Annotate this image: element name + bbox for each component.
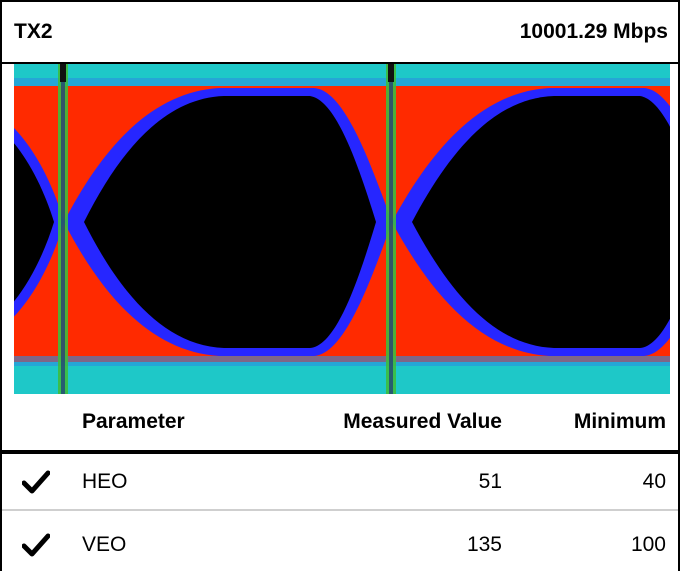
data-rate: 10001.29 Mbps xyxy=(519,20,668,43)
eye-opening-middle xyxy=(84,96,376,348)
eye-bottom-edge-band xyxy=(14,356,670,366)
crossing-mark-top-left xyxy=(60,64,66,82)
measured-value: 135 xyxy=(466,532,502,556)
table-header: Parameter Measured Value Minimum xyxy=(2,394,678,454)
channel-label: TX2 xyxy=(14,20,53,43)
crossing-mark-top-right xyxy=(388,64,394,82)
eye-opening-right xyxy=(412,96,670,348)
checkmark-icon xyxy=(22,454,62,509)
minimum-value: 40 xyxy=(642,469,666,493)
eye-diagram xyxy=(14,64,670,394)
table-row: HEO 51 40 xyxy=(2,454,678,511)
column-header-parameter: Parameter xyxy=(82,410,185,433)
checkmark-icon xyxy=(22,516,62,573)
column-header-measured-value: Measured Value xyxy=(343,410,502,433)
crossing-line-right-core xyxy=(389,64,393,394)
eye-opening-left xyxy=(14,143,54,302)
parameter-name: HEO xyxy=(82,469,128,493)
minimum-value: 100 xyxy=(630,532,666,556)
crossing-line-left-core xyxy=(61,64,65,394)
measured-value: 51 xyxy=(478,469,502,493)
parameter-name: VEO xyxy=(82,532,127,556)
table-row: VEO 135 100 xyxy=(2,516,678,573)
column-header-minimum: Minimum xyxy=(573,410,666,433)
panel-header: TX2 10001.29 Mbps xyxy=(2,2,678,64)
